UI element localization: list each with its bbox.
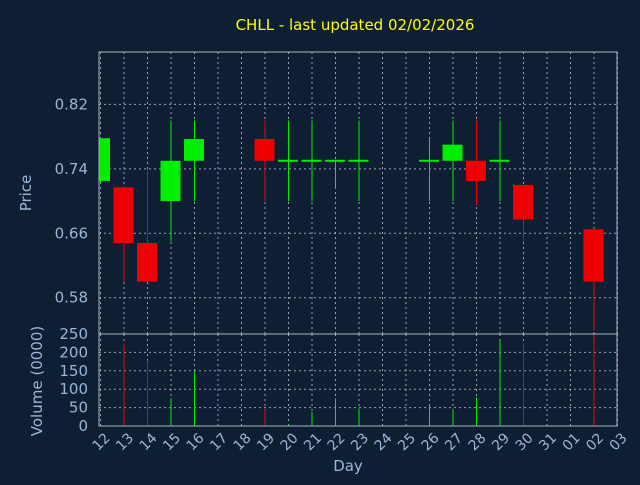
- price-candle-body: [442, 144, 463, 161]
- volume-bar: [264, 409, 266, 426]
- price-panel: 0.58 0.66 0.74 0.82 Price: [17, 51, 618, 335]
- price-candle-body: [184, 139, 204, 161]
- volume-bar: [476, 397, 477, 426]
- price-y-axis-label: Price: [17, 175, 35, 212]
- price-candle-body: [348, 159, 369, 162]
- volume-y-tick-label: 0: [78, 417, 88, 435]
- price-candle-body: [419, 159, 439, 162]
- volume-y-axis-label: Volume (0000): [28, 326, 46, 436]
- price-candle-body: [99, 138, 110, 181]
- volume-bar: [288, 424, 289, 426]
- volume-plot-frame: [98, 333, 618, 427]
- volume-bar: [358, 408, 360, 426]
- volume-bar: [523, 343, 524, 426]
- volume-bar: [170, 398, 172, 426]
- price-y-tick-label: 0.66: [55, 224, 88, 242]
- volume-bars: [123, 334, 595, 426]
- price-candle-body: [160, 160, 181, 202]
- volume-bar: [194, 371, 195, 426]
- volume-y-tick-label: 200: [59, 343, 88, 361]
- volume-bar: [452, 409, 454, 426]
- price-candle-body: [254, 139, 275, 161]
- chart-title: CHLL - last updated 02/02/2026: [236, 16, 475, 34]
- volume-bar: [335, 398, 336, 426]
- x-tick-labels: 12 13 14 15 16 17 18 19 20 21 22 23 24 25 26 27 28 29 30 31…: [90, 430, 631, 454]
- price-y-tick-label: 0.58: [55, 289, 88, 307]
- x-axis-label: Day: [333, 457, 363, 475]
- price-y-tick-label: 0.82: [55, 95, 88, 113]
- volume-bar: [147, 360, 148, 426]
- price-candle-body: [513, 184, 533, 220]
- price-candle-body: [137, 242, 157, 282]
- price-y-tick-labels: 0.58 0.66 0.74 0.82: [55, 95, 88, 306]
- price-y-tick-label: 0.74: [55, 160, 88, 178]
- volume-bar: [499, 340, 501, 426]
- volume-bar: [123, 343, 125, 426]
- price-candle-body: [113, 187, 134, 243]
- volume-y-tick-label: 250: [59, 325, 88, 343]
- volume-y-tick-label: 50: [69, 399, 88, 417]
- price-candles: [99, 120, 604, 330]
- price-candle-body: [583, 229, 604, 282]
- volume-bar: [311, 412, 313, 426]
- volume-bar: [593, 334, 595, 426]
- volume-y-tick-label: 100: [59, 380, 88, 398]
- price-candle-body: [466, 160, 486, 181]
- price-candle-body: [278, 159, 298, 162]
- price-candle-body: [325, 159, 345, 162]
- volume-bar: [429, 404, 430, 426]
- price-candle-body: [301, 159, 322, 162]
- price-candle-body: [489, 159, 510, 162]
- volume-y-tick-label: 150: [59, 362, 88, 380]
